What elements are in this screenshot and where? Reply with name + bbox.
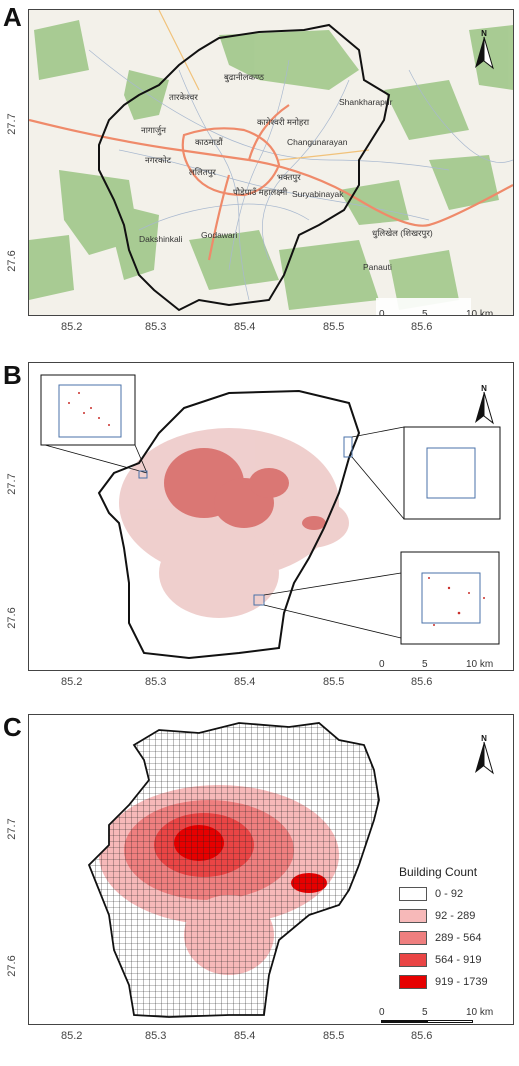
x-tick: 85.5 [323,321,345,333]
x-tick: 85.5 [323,1030,345,1042]
place-label: Panauti [363,262,392,272]
place-label: तारकेश्वर [169,92,198,102]
building-footprints-dense [164,448,326,530]
major-roads [29,104,513,261]
north-arrow-icon: N [475,29,494,70]
scale-label-5: 5 [422,1007,428,1018]
svg-text:N: N [481,734,487,743]
legend-label: 564 - 919 [435,954,482,966]
scale-bar-a [376,298,471,315]
place-label: नागार्जुन [141,125,166,136]
legend-label: 0 - 92 [435,888,464,900]
x-tick: 85.6 [411,676,433,688]
x-tick: 85.2 [61,1030,83,1042]
scale-label-10: 10 km [466,1007,494,1018]
place-label: काठमाडौं [195,137,224,147]
place-label: Godawari [201,230,237,240]
inset-right-top [343,426,501,520]
buildings-svg: N [40,374,501,660]
place-labels: बुढानीलकण्ठ तारकेश्वर Shankharapur कागेश… [139,72,433,272]
x-tick: 85.3 [145,321,167,333]
x-tick: 85.6 [411,321,433,333]
x-tick: 85.4 [234,1030,256,1042]
legend-swatch [399,909,427,923]
place-label: Dakshinkali [139,234,183,244]
north-arrow-icon: N [475,734,494,775]
y-tick: 27.6 [6,955,18,977]
panel-label-b: B [3,360,22,390]
panel-c-grid-count: N Building Count 0 - 92 92 - 289 289 - 564… [28,714,514,1025]
x-tick: 85.3 [145,676,167,688]
valley-boundary [87,722,380,1018]
legend-label: 92 - 289 [435,910,476,922]
minor-roads [158,10,370,161]
legend-label: 289 - 564 [435,932,482,944]
legend: Building Count 0 - 92 92 - 289 289 - 564 56… [399,865,509,997]
scale-label-10: 10 km [466,659,494,670]
legend-label: 919 - 1739 [435,976,488,988]
place-label: नगरकोट [145,155,172,165]
grid-cells [89,723,379,1017]
legend-item: 289 - 564 [399,931,509,945]
y-tick: 27.7 [6,113,18,135]
scale-label-10: 10 km [466,309,494,316]
legend-title: Building Count [399,865,478,879]
place-label: पौडेपाउँ महालक्ष्मी [233,187,288,197]
place-label: बुढानीलकण्ठ [224,72,265,83]
place-label: भक्तपुर [277,172,301,183]
x-tick: 85.4 [234,321,256,333]
valley-boundary [97,389,361,660]
x-tick: 85.2 [61,676,83,688]
place-label: धुलिखेल (शिखरपुर) [372,228,433,239]
scale-label-5: 5 [422,659,428,670]
y-tick: 27.6 [6,250,18,272]
x-tick: 85.4 [234,676,256,688]
place-label: Changunarayan [287,137,348,147]
inset-right-bottom [253,551,500,645]
panel-a-basemap: बुढानीलकण्ठ तारकेश्वर Shankharapur कागेश… [28,9,514,316]
scale-label-0: 0 [379,309,385,316]
svg-text:N: N [481,29,487,38]
legend-item: 92 - 289 [399,909,509,923]
place-label: Suryabinayak [292,189,344,199]
legend-item: 919 - 1739 [399,975,509,989]
legend-swatch [399,975,427,989]
legend-item: 0 - 92 [399,887,509,901]
panel-label-a: A [3,2,22,32]
x-tick: 85.6 [411,1030,433,1042]
scale-label-0: 0 [379,659,385,670]
basemap-svg: बुढानीलकण्ठ तारकेश्वर Shankharapur कागेश… [29,10,513,312]
panel-b-buildings: N 0 5 10 km [28,362,514,671]
scale-label-0: 0 [379,1007,385,1018]
inset-top-left [40,374,148,479]
valley-boundary [98,23,391,312]
legend-swatch [399,931,427,945]
legend-swatch [399,887,427,901]
x-tick: 85.3 [145,1030,167,1042]
y-tick: 27.6 [6,607,18,629]
grid-svg: N [87,722,494,1018]
place-label: Shankharapur [339,97,393,107]
place-label: ललितपुर [189,167,216,178]
legend-swatch [399,953,427,967]
x-tick: 85.2 [61,321,83,333]
place-label: कागेश्वरी मनोहरा [257,117,310,127]
legend-item: 564 - 919 [399,953,509,967]
scale-label-5: 5 [422,309,428,316]
panel-label-c: C [3,712,22,742]
y-tick: 27.7 [6,473,18,495]
north-arrow-icon: N [475,384,494,425]
forest-areas [29,20,513,310]
svg-text:N: N [481,384,487,393]
x-tick: 85.5 [323,676,345,688]
y-tick: 27.7 [6,818,18,840]
